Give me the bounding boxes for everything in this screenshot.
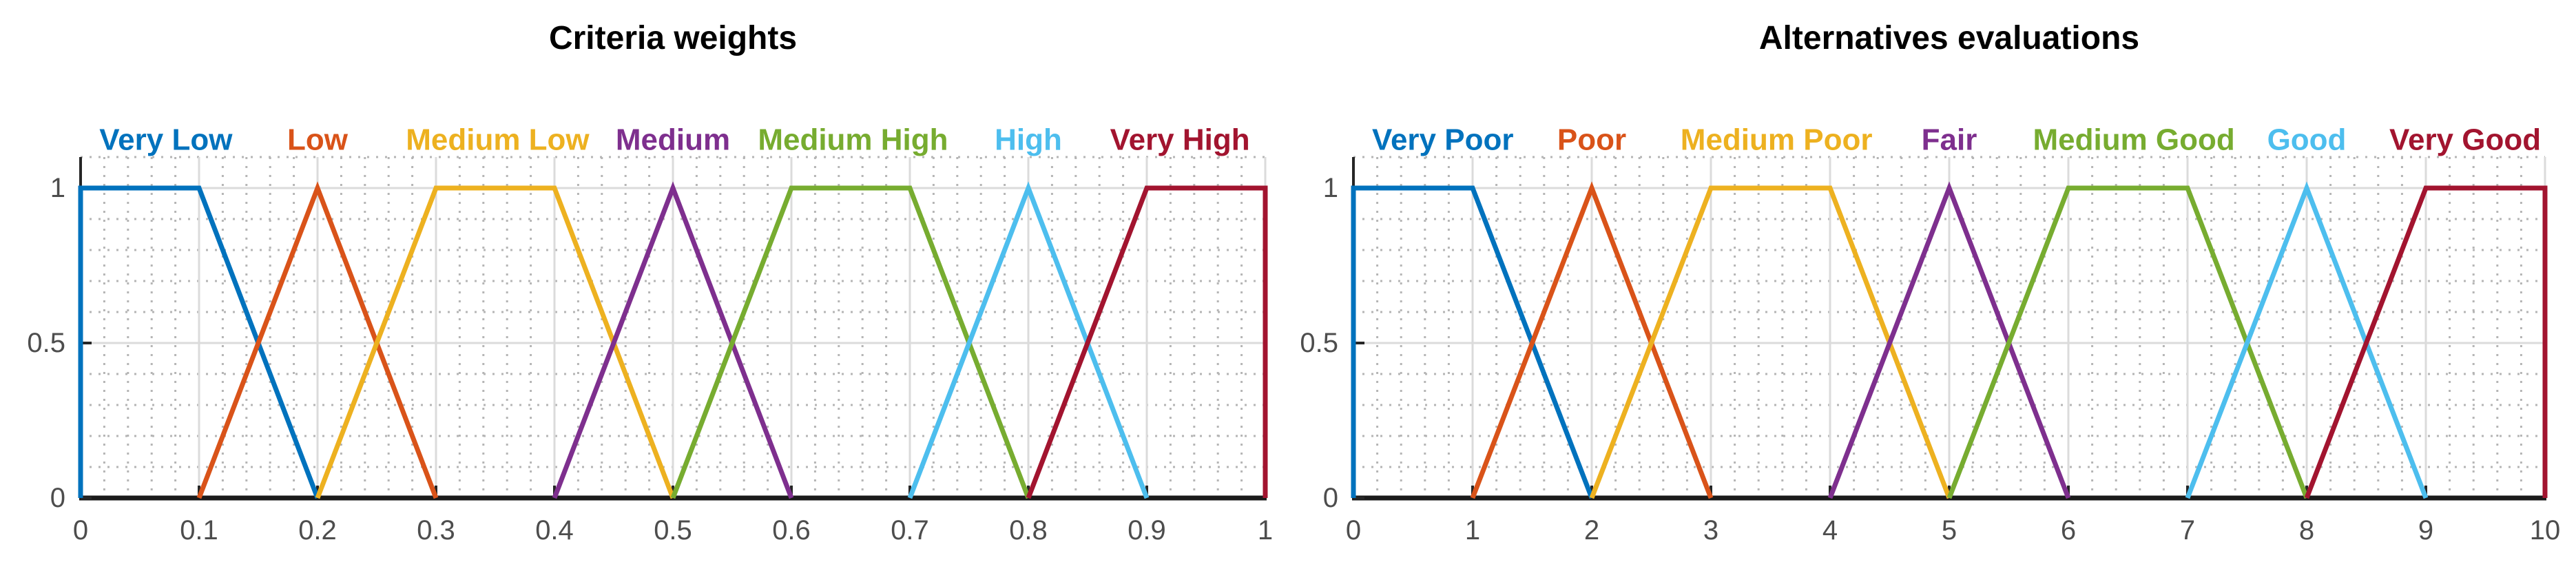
mf-label-very-good: Very Good bbox=[2389, 123, 2541, 157]
y-tick-label: 0 bbox=[1323, 483, 1338, 513]
y-tick-label: 1 bbox=[50, 173, 65, 203]
chart-1: 0 1 2 3 4 5 6 7 8 9 10 0 0.5 1 Very Poor Poor Medium Poo… bbox=[1300, 123, 2560, 546]
mf-curve-medium bbox=[552, 181, 794, 499]
y-tick-label: 1 bbox=[1323, 173, 1338, 203]
mf-curve-fair bbox=[1827, 181, 2071, 499]
mf-label-medium-low: Medium Low bbox=[406, 123, 590, 157]
x-tick-label: 3 bbox=[1703, 515, 1718, 546]
mf-label-very-poor: Very Poor bbox=[1372, 123, 1513, 157]
x-tick-label: 0.5 bbox=[654, 515, 692, 546]
x-tick-label: 1 bbox=[1465, 515, 1480, 546]
x-tick-label: 1 bbox=[1258, 515, 1273, 546]
mf-curve-poor bbox=[1470, 181, 1714, 499]
left-chart-title: Criteria weights bbox=[548, 20, 798, 56]
y-tick-label: 0.5 bbox=[27, 328, 65, 358]
x-tick-label: 0.9 bbox=[1128, 515, 1166, 546]
mf-label-good: Good bbox=[2267, 123, 2347, 157]
x-tick-label: 0.4 bbox=[535, 515, 574, 546]
mf-label-medium-poor: Medium Poor bbox=[1681, 123, 1873, 157]
mf-label-very-high: Very High bbox=[1110, 123, 1250, 157]
mf-label-high: High bbox=[995, 123, 1062, 157]
x-tick-label: 6 bbox=[2061, 515, 2076, 546]
mf-label-poor: Poor bbox=[1557, 123, 1626, 157]
mf-label-medium-high: Medium High bbox=[758, 123, 948, 157]
mf-label-medium-good: Medium Good bbox=[2033, 123, 2234, 157]
mf-label-low: Low bbox=[287, 123, 349, 157]
mf-label-very-low: Very Low bbox=[99, 123, 233, 157]
x-tick-label: 4 bbox=[1822, 515, 1838, 546]
mf-curve-very-good bbox=[2304, 185, 2548, 499]
x-tick-label: 8 bbox=[2299, 515, 2314, 546]
mf-curve-very-high bbox=[1026, 185, 1268, 499]
x-tick-label: 5 bbox=[1942, 515, 1957, 546]
x-tick-label: 7 bbox=[2180, 515, 2195, 546]
y-tick-label: 0.5 bbox=[1300, 328, 1338, 358]
x-tick-label: 0 bbox=[73, 515, 88, 546]
mf-curve-low bbox=[196, 181, 439, 499]
x-tick-label: 0.7 bbox=[891, 515, 929, 546]
x-tick-label: 0.3 bbox=[417, 515, 455, 546]
x-tick-label: 0.8 bbox=[1009, 515, 1048, 546]
x-tick-label: 9 bbox=[2418, 515, 2433, 546]
mf-label-medium: Medium bbox=[616, 123, 730, 157]
chart-0: 0 0.1 0.2 0.3 0.4 0.5 0.6 0.7 0.8 0.9 1 0 0.5 1 Very L… bbox=[27, 123, 1273, 546]
x-tick-label: 0.1 bbox=[180, 515, 218, 546]
right-chart-title: Alternatives evaluations bbox=[1758, 20, 2140, 56]
x-tick-label: 0 bbox=[1346, 515, 1361, 546]
x-tick-label: 0.2 bbox=[298, 515, 337, 546]
mf-label-fair: Fair bbox=[1922, 123, 1977, 157]
mf-curve-good bbox=[2185, 181, 2429, 499]
x-tick-label: 10 bbox=[2530, 515, 2561, 546]
y-tick-label: 0 bbox=[50, 483, 65, 513]
mf-curve-high bbox=[907, 181, 1150, 499]
x-tick-label: 2 bbox=[1584, 515, 1599, 546]
x-tick-label: 0.6 bbox=[772, 515, 811, 546]
